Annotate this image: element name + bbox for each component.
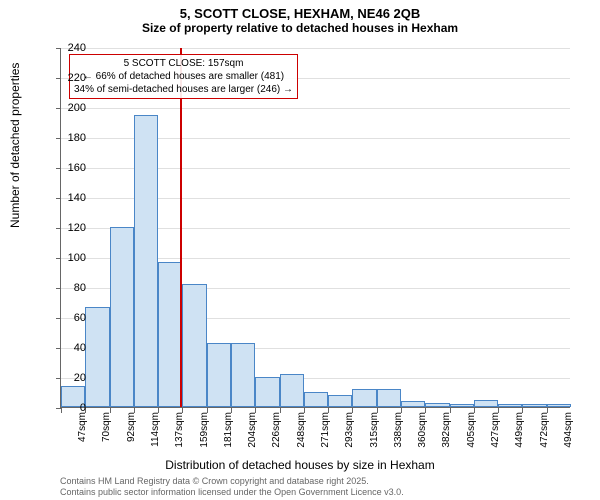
xtick-label: 494sqm [563,412,574,452]
annotation-line: ← 66% of detached houses are smaller (48… [74,70,293,83]
histogram-bar [134,115,158,408]
xtick-label: 472sqm [539,412,550,452]
annotation-box: 5 SCOTT CLOSE: 157sqm← 66% of detached h… [69,54,298,99]
ytick-label: 140 [56,192,86,204]
histogram-bar [522,404,546,407]
histogram-bar [450,404,474,407]
xtick-label: 405sqm [466,412,477,452]
xtick-label: 427sqm [490,412,501,452]
xtick-label: 181sqm [223,412,234,452]
footer-line-1: Contains HM Land Registry data © Crown c… [60,476,404,487]
xtick-mark [328,408,329,413]
footer-attribution: Contains HM Land Registry data © Crown c… [60,476,404,498]
histogram-bar [255,377,279,407]
xtick-mark [352,408,353,413]
xtick-mark [207,408,208,413]
xtick-mark [401,408,402,413]
ytick-label: 180 [56,132,86,144]
histogram-bar [304,392,328,407]
ytick-label: 60 [56,312,86,324]
xtick-label: 382sqm [441,412,452,452]
xtick-label: 248sqm [296,412,307,452]
xtick-label: 92sqm [126,412,137,452]
histogram-bar [158,262,182,408]
chart-container: 5, SCOTT CLOSE, HEXHAM, NE46 2QB Size of… [0,0,600,500]
xtick-mark [522,408,523,413]
histogram-bar [377,389,401,407]
histogram-bar [231,343,255,408]
ytick-label: 80 [56,282,86,294]
histogram-bar [328,395,352,407]
histogram-bar [182,284,206,407]
annotation-line: 34% of semi-detached houses are larger (… [74,83,293,96]
xtick-label: 293sqm [344,412,355,452]
ytick-label: 100 [56,252,86,264]
ytick-label: 200 [56,102,86,114]
xtick-mark [450,408,451,413]
gridline [61,108,570,109]
xtick-label: 449sqm [514,412,525,452]
ytick-label: 160 [56,162,86,174]
x-axis-label: Distribution of detached houses by size … [0,458,600,472]
histogram-bar [110,227,134,407]
xtick-mark [304,408,305,413]
xtick-label: 47sqm [77,412,88,452]
xtick-label: 159sqm [199,412,210,452]
histogram-bar [425,403,449,408]
annotation-line: 5 SCOTT CLOSE: 157sqm [74,57,293,70]
gridline [61,48,570,49]
xtick-label: 226sqm [271,412,282,452]
xtick-label: 70sqm [101,412,112,452]
xtick-label: 137sqm [174,412,185,452]
chart-title: 5, SCOTT CLOSE, HEXHAM, NE46 2QB [0,0,600,21]
xtick-mark [498,408,499,413]
histogram-bar [498,404,522,407]
xtick-mark [547,408,548,413]
xtick-label: 315sqm [369,412,380,452]
reference-line [180,48,182,407]
histogram-bar [207,343,231,408]
xtick-mark [134,408,135,413]
histogram-bar [547,404,571,407]
y-axis-label: Number of detached properties [8,63,22,228]
xtick-mark [425,408,426,413]
xtick-mark [158,408,159,413]
histogram-bar [352,389,376,407]
xtick-mark [182,408,183,413]
xtick-mark [377,408,378,413]
histogram-bar [474,400,498,408]
histogram-bar [85,307,109,408]
xtick-label: 204sqm [247,412,258,452]
ytick-label: 120 [56,222,86,234]
ytick-label: 40 [56,342,86,354]
plot-area: 47sqm70sqm92sqm114sqm137sqm159sqm181sqm2… [60,48,570,408]
ytick-label: 20 [56,372,86,384]
xtick-label: 114sqm [150,412,161,452]
xtick-mark [255,408,256,413]
xtick-mark [280,408,281,413]
xtick-mark [474,408,475,413]
ytick-label: 220 [56,72,86,84]
ytick-label: 0 [56,402,86,414]
footer-line-2: Contains public sector information licen… [60,487,404,498]
chart-subtitle: Size of property relative to detached ho… [0,21,600,35]
xtick-label: 338sqm [393,412,404,452]
xtick-label: 360sqm [417,412,428,452]
xtick-mark [231,408,232,413]
histogram-bar [280,374,304,407]
ytick-label: 240 [56,42,86,54]
histogram-bar [401,401,425,407]
xtick-label: 271sqm [320,412,331,452]
xtick-mark [110,408,111,413]
